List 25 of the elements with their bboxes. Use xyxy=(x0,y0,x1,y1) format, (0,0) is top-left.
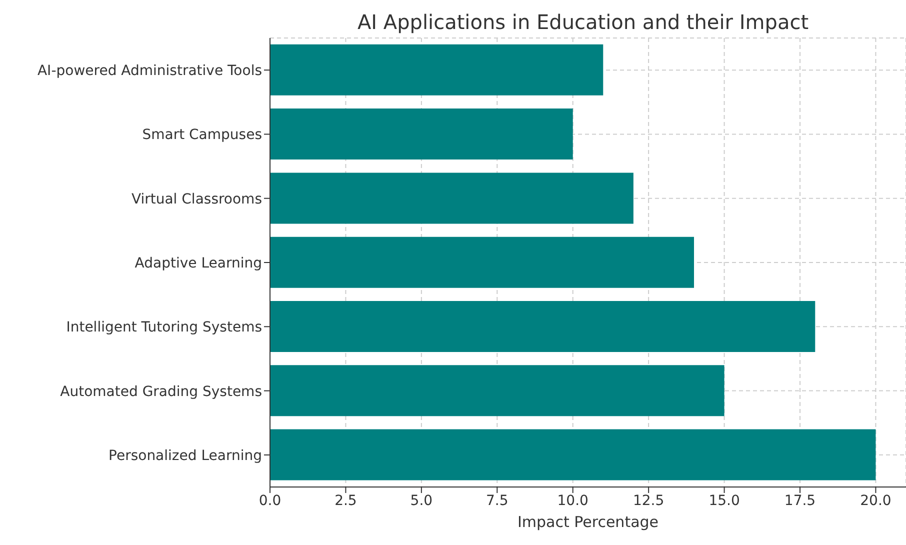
y-tick-label: Smart Campuses xyxy=(142,127,262,144)
x-tick-label: 7.5 xyxy=(486,492,508,509)
y-tick-label: AI-powered Administrative Tools xyxy=(37,63,262,80)
x-tick-label: 10.0 xyxy=(557,492,588,509)
y-tick-label: Adaptive Learning xyxy=(134,255,262,272)
y-tick-label: Virtual Classrooms xyxy=(131,191,262,208)
y-tick-label: Automated Grading Systems xyxy=(60,384,262,400)
bar xyxy=(270,172,634,224)
x-tick-label: 15.0 xyxy=(708,492,740,509)
y-tick-label: Personalized Learning xyxy=(108,448,262,464)
x-tick-label: 2.5 xyxy=(334,492,357,509)
x-tick-label: 20.0 xyxy=(860,492,892,509)
x-tick-label: 5.0 xyxy=(410,492,433,509)
bar xyxy=(270,236,694,288)
x-tick-label: 0.0 xyxy=(258,492,282,509)
x-tick-label: 17.5 xyxy=(784,492,816,509)
chart-title: AI Applications in Education and their Impact xyxy=(356,10,810,34)
bar xyxy=(270,44,604,96)
bar xyxy=(270,365,724,416)
x-tick-label: 12.5 xyxy=(632,492,664,509)
bar xyxy=(270,108,573,160)
bar xyxy=(270,300,816,352)
y-tick-label: Intelligent Tutoring Systems xyxy=(66,320,262,336)
x-axis-title: Impact Percentage xyxy=(517,513,659,531)
bar xyxy=(270,429,876,480)
